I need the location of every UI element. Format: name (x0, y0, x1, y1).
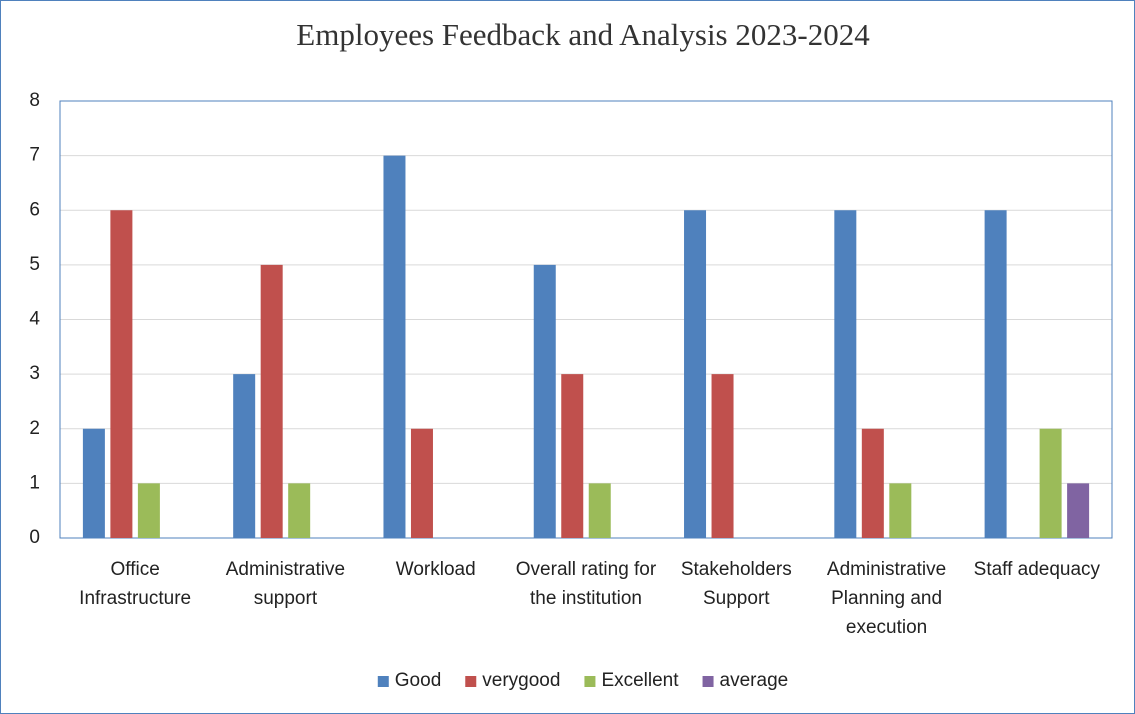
legend-swatch (584, 676, 596, 687)
legend-swatch (377, 676, 389, 687)
bar (288, 483, 311, 538)
bar (260, 264, 283, 538)
legend-label: average (720, 670, 789, 691)
bar (110, 210, 133, 538)
bar (533, 264, 556, 538)
legend-label: Excellent (601, 670, 679, 691)
bar (711, 374, 734, 538)
x-tick-label: Workload (396, 559, 476, 580)
bar (861, 428, 884, 538)
legend-label: verygood (482, 670, 560, 691)
y-tick-label: 2 (29, 418, 40, 439)
x-tick-label: Stakeholders Support (681, 559, 792, 609)
y-tick-label: 1 (29, 472, 40, 493)
y-tick-label: 8 (29, 90, 40, 111)
bar (233, 374, 256, 538)
bar (1039, 428, 1062, 538)
bar (383, 155, 406, 538)
y-tick-label: 7 (29, 145, 40, 166)
y-tick-label: 3 (29, 363, 40, 384)
bar (889, 483, 912, 538)
legend-swatch (465, 676, 477, 687)
bar (984, 210, 1007, 538)
bar (561, 374, 584, 538)
bar (834, 210, 857, 538)
x-tick-label: Office Infrastructure (79, 559, 191, 609)
bar (588, 483, 611, 538)
legend-label: Good (395, 670, 441, 691)
chart-title: Employees Feedback and Analysis 2023-202… (296, 17, 870, 52)
y-tick-label: 6 (29, 199, 40, 220)
y-tick-label: 0 (29, 527, 40, 548)
bar (1067, 483, 1090, 538)
x-tick-label: Administrative Planning and execution (827, 559, 946, 638)
x-tick-label: Administrative support (226, 559, 345, 609)
bar (684, 210, 707, 538)
bar (410, 428, 433, 538)
plot-border (59, 100, 1113, 539)
y-tick-label: 5 (29, 254, 40, 275)
legend-swatch (702, 676, 714, 687)
y-tick-label: 4 (29, 309, 40, 330)
x-tick-label: Overall rating for the institution (516, 559, 657, 609)
bar (137, 483, 160, 538)
bar (82, 428, 105, 538)
x-tick-label: Staff adequacy (974, 559, 1101, 580)
